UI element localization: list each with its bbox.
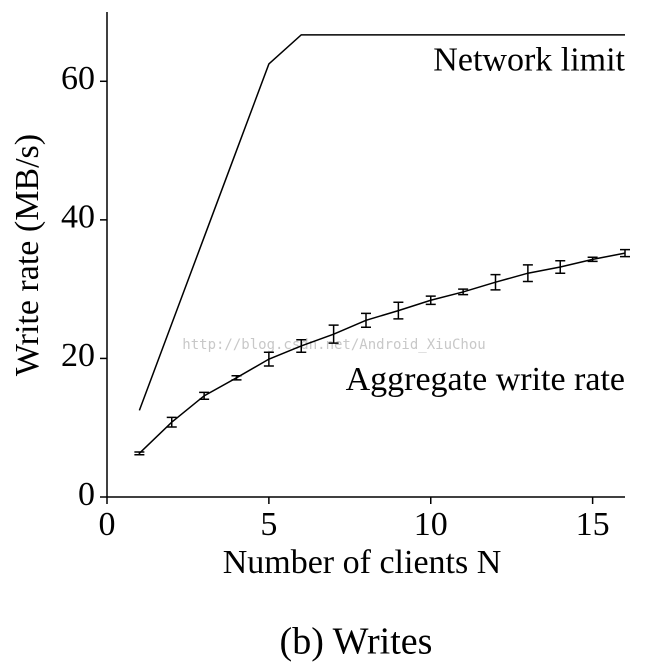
series-line [138,34,625,411]
error-bar [263,351,274,367]
series-label: Aggregate write rate [346,361,625,398]
x-tick-label: 15 [576,506,610,543]
error-bar [555,259,566,274]
y-tick-label: 0 [78,476,95,513]
watermark: http://blog.csdn.net/Android_XiuChou [182,337,485,353]
error-bar [620,248,630,258]
y-tick-label: 40 [61,199,95,236]
y-axis-label: Write rate (MB/s) [9,134,46,376]
error-bar [199,391,210,401]
caption: (b) Writes [280,621,433,663]
y-tick-label: 60 [61,60,95,97]
series-line [138,252,626,454]
error-bar [296,338,307,353]
series-label: Network limit [433,42,625,79]
error-bar [458,288,469,296]
error-bar [361,312,371,328]
x-axis-label: Number of clients N [223,544,502,581]
error-bar [328,324,339,344]
error-bar [490,273,501,291]
error-bar [134,451,145,456]
error-bar [231,375,242,381]
x-tick-label: 10 [414,506,448,543]
y-tick-label: 20 [61,337,95,374]
error-bar [522,264,533,283]
error-bar [425,295,436,306]
x-tick-label: 5 [260,506,277,543]
error-bar [166,416,177,428]
error-bar [587,256,598,263]
error-bar [393,301,404,320]
x-tick-label: 0 [99,506,116,543]
